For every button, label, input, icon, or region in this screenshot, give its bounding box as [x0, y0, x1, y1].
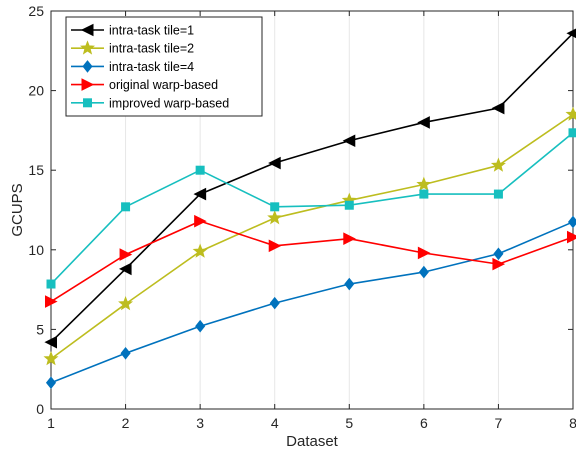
legend-item: improved warp-based [71, 96, 229, 110]
data-point-marker [493, 247, 504, 261]
data-point-marker [342, 134, 356, 148]
data-point-marker [567, 230, 576, 244]
series-line [50, 32, 574, 343]
legend-item: intra-task tile=2 [71, 40, 194, 56]
data-point-marker [44, 335, 57, 349]
series-line [50, 113, 574, 360]
series-group [43, 28, 576, 390]
data-point-marker [343, 232, 356, 245]
legend-swatch-marker [81, 78, 95, 91]
data-point-marker [492, 257, 506, 271]
data-point-marker [566, 28, 576, 39]
legend-label: improved warp-based [109, 96, 229, 110]
data-point-marker [120, 346, 131, 360]
legend-label: intra-task tile=1 [109, 24, 194, 38]
data-point-marker [419, 189, 429, 199]
data-point-marker [344, 277, 355, 291]
data-point-marker [416, 176, 432, 191]
data-point-marker [46, 279, 56, 289]
data-point-marker [493, 189, 503, 199]
y-axis-label: GCUPS [9, 183, 26, 236]
data-point-marker [417, 246, 431, 260]
data-point-marker [194, 214, 207, 228]
axis-ticks: 1 2 3 4 5 6 7 8 0 5 10 15 20 25 [28, 3, 576, 431]
data-point-marker [268, 239, 282, 253]
legend-swatch-marker [82, 60, 93, 73]
legend-item: original warp-based [71, 78, 218, 92]
series-line [50, 221, 574, 384]
y-tick-label: 0 [36, 401, 44, 417]
y-tick-label: 10 [28, 242, 44, 258]
data-point-marker [121, 202, 131, 212]
data-point-marker [193, 187, 207, 201]
series-3 [45, 215, 576, 390]
data-point-marker [118, 262, 132, 276]
data-point-marker [269, 296, 280, 310]
legend-swatch-marker [80, 40, 95, 55]
legend-label: original warp-based [109, 78, 218, 92]
data-point-marker [344, 200, 354, 210]
x-tick-label: 6 [420, 415, 428, 431]
data-point-marker [418, 265, 429, 279]
x-axis-label: Dataset [286, 433, 339, 450]
y-tick-label: 20 [28, 83, 44, 99]
data-point-marker [118, 296, 134, 311]
legend-item: intra-task tile=1 [71, 24, 194, 38]
data-point-marker [268, 156, 281, 170]
data-point-marker [568, 128, 576, 138]
series-1 [44, 28, 576, 349]
x-tick-label: 2 [122, 415, 130, 431]
x-tick-label: 8 [569, 415, 576, 431]
data-point-marker [267, 210, 283, 225]
legend-label: intra-task tile=4 [109, 60, 194, 74]
y-tick-label: 15 [28, 162, 44, 178]
data-point-marker [567, 215, 576, 229]
data-point-marker [45, 376, 57, 390]
data-point-marker [195, 165, 205, 175]
data-point-marker [417, 116, 430, 129]
data-point-marker [192, 243, 208, 258]
x-tick-label: 7 [495, 415, 503, 431]
plot-area-frame [50, 10, 574, 410]
data-point-marker [45, 295, 58, 308]
series-line [50, 132, 574, 285]
x-tick-label: 3 [196, 415, 204, 431]
data-point-marker [270, 202, 280, 212]
legend-swatch-marker [80, 23, 94, 37]
x-tick-label: 1 [47, 415, 55, 431]
data-point-marker [195, 319, 206, 333]
series-2 [43, 106, 576, 366]
legend-swatch-marker [83, 98, 92, 108]
data-point-marker [565, 106, 576, 121]
legend-label: intra-task tile=2 [109, 42, 194, 56]
legend-item: intra-task tile=4 [71, 60, 194, 74]
series-5 [46, 128, 576, 289]
series-4 [45, 214, 576, 308]
data-point-marker [490, 157, 506, 172]
series-line [50, 220, 574, 303]
data-point-marker [491, 101, 505, 115]
y-tick-label: 5 [36, 321, 44, 337]
data-point-marker [119, 248, 133, 261]
legend: intra-task tile=1 intra-task tile=2 intra-… [65, 16, 263, 117]
x-tick-label: 4 [271, 415, 279, 431]
x-tick-label: 5 [345, 415, 353, 431]
y-tick-label: 25 [28, 3, 44, 19]
data-point-marker [43, 350, 59, 366]
